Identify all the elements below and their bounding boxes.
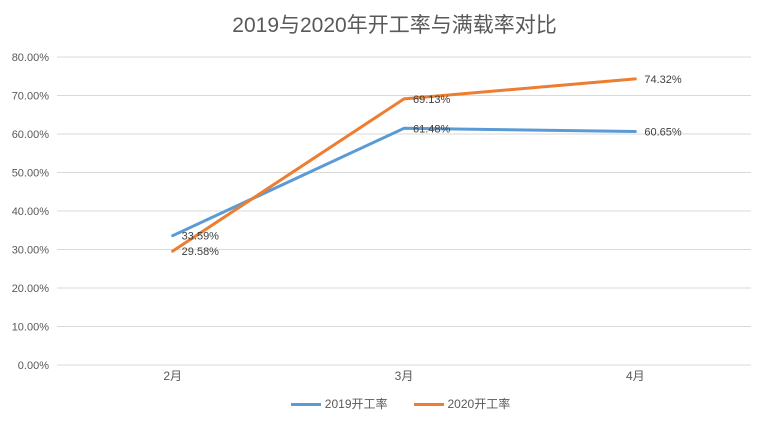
- data-label: 33.59%: [182, 231, 220, 243]
- legend-line-swatch: [290, 402, 321, 406]
- y-axis-tick-label: 20.00%: [12, 283, 50, 295]
- chart-legend: 2019开工率 2020开工率: [19, 396, 763, 412]
- y-axis-tick-label: 40.00%: [12, 206, 50, 218]
- y-axis-tick-label: 70.00%: [12, 91, 50, 103]
- data-label: 29.58%: [182, 246, 220, 258]
- series-line-2019: [171, 126, 637, 238]
- data-label: 61.48%: [413, 123, 451, 135]
- x-axis-tick-label: 3月: [395, 369, 414, 383]
- x-axis-tick-label: 2月: [163, 369, 182, 383]
- data-label: 74.32%: [644, 74, 682, 86]
- y-axis-tick-label: 60.00%: [12, 129, 50, 141]
- legend-item-2020: 2020开工率: [413, 396, 511, 412]
- y-axis-tick-label: 0.00%: [18, 360, 49, 372]
- legend-line-swatch: [413, 402, 444, 406]
- data-label: 69.13%: [413, 94, 451, 106]
- x-axis-tick-label: 4月: [626, 369, 645, 383]
- legend-label: 2019开工率: [324, 397, 388, 411]
- chart-title: 2019与2020年开工率与满载率对比: [232, 14, 557, 37]
- y-axis-tick-label: 30.00%: [12, 245, 50, 257]
- legend-label: 2020开工率: [447, 397, 511, 411]
- line-plot-area: 0.00% 10.00% 20.00% 30.00% 40.00% 50.00% 60.00…: [12, 52, 751, 383]
- data-label: 60.65%: [644, 126, 682, 138]
- y-axis-tick-label: 10.00%: [12, 322, 50, 334]
- y-axis-tick-label: 80.00%: [12, 52, 50, 64]
- y-axis-tick-label: 50.00%: [12, 168, 50, 180]
- legend-item-2019: 2019开工率: [290, 396, 388, 412]
- series-line-2020: [171, 77, 637, 253]
